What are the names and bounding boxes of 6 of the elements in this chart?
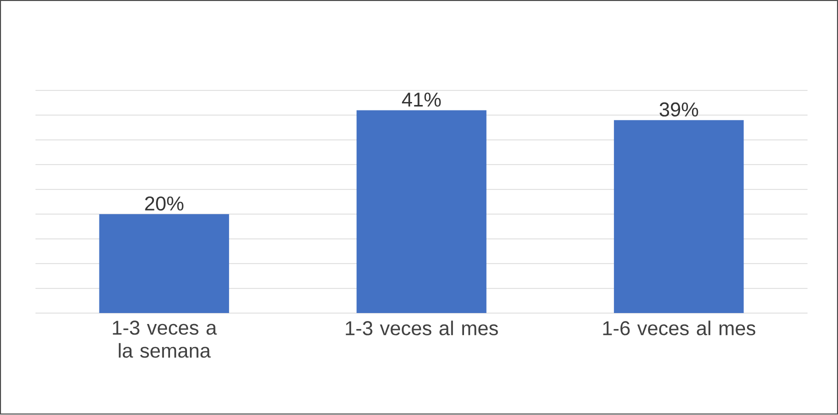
x-tick-label: 1-3 veces al mes — [346, 320, 498, 336]
data-label: 39% — [660, 102, 698, 117]
data-label: 20% — [145, 196, 184, 211]
x-tick-label: 1-6 veces al mes — [603, 320, 756, 336]
x-tick-label: 1-3 veces a la semana — [112, 320, 217, 358]
data-label: 41% — [402, 92, 441, 107]
